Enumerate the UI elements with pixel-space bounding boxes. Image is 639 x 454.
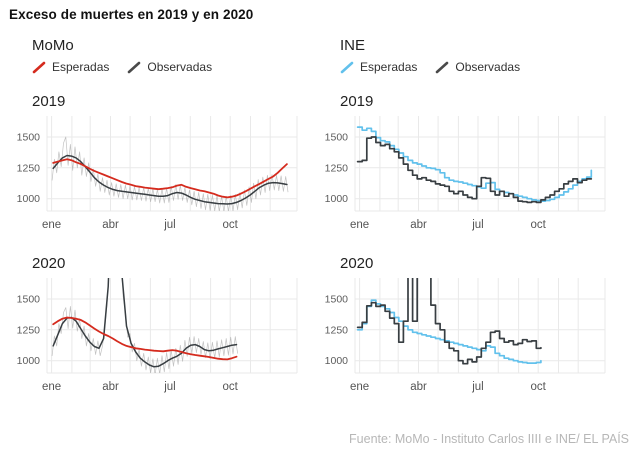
- y-tick-label: 1000: [17, 355, 41, 367]
- x-tick-label: abr: [410, 381, 427, 393]
- gridlines: 1000 1250 1500: [325, 116, 606, 212]
- plot-ine-2020: 1000 1250 1500 ene abr jul oct: [325, 278, 606, 393]
- legend-label-observadas: Observadas: [455, 60, 521, 74]
- column-ine: INE Esperadas Observadas 2019 1000 1250 15…: [308, 36, 616, 404]
- gridlines: 1000 1250 1500: [17, 116, 298, 212]
- legend-item-esperadas: Esperadas: [32, 60, 109, 74]
- chart-year-label: 2020: [340, 255, 374, 272]
- series-observadas: [52, 154, 288, 205]
- y-tick-label: 1250: [17, 324, 41, 336]
- series-observadas: [356, 136, 593, 204]
- x-tick-label: jul: [163, 219, 176, 231]
- series-esperadas: [52, 158, 288, 199]
- page-title: Exceso de muertes en 2019 y en 2020: [9, 7, 254, 22]
- legend-label-esperadas: Esperadas: [52, 60, 110, 74]
- y-tick-label: 1000: [325, 355, 349, 367]
- x-tick-label: jul: [471, 219, 484, 231]
- x-tick-label: ene: [42, 219, 61, 231]
- y-tick-label: 1500: [325, 132, 349, 144]
- y-tick-label: 1250: [325, 162, 349, 174]
- y-tick-label: 1500: [325, 294, 349, 306]
- legend-item-esperadas: Esperadas: [340, 60, 417, 74]
- chart-year-label: 2019: [340, 93, 374, 110]
- source-header-momo: MoMo: [32, 37, 74, 54]
- x-tick-label: abr: [102, 381, 119, 393]
- series-observadas-diarias: [51, 278, 238, 373]
- x-tick-label: abr: [102, 219, 119, 231]
- x-tick-label: oct: [223, 219, 239, 231]
- observadas-line-icon: [436, 61, 449, 73]
- y-tick-label: 1250: [17, 162, 41, 174]
- source-attribution: Fuente: MoMo - Instituto Carlos IIII e I…: [349, 432, 629, 446]
- x-tick-label: oct: [531, 381, 547, 393]
- chart-year-label: 2020: [32, 255, 66, 272]
- y-tick-label: 1500: [17, 132, 41, 144]
- x-tick-label: oct: [223, 381, 239, 393]
- chart-year-label: 2019: [32, 93, 66, 110]
- series-observadas: [356, 278, 542, 365]
- plot-momo-2019: 1000 1250 1500 ene abr jul oct: [17, 116, 298, 231]
- source-header-ine: INE: [340, 37, 366, 54]
- series-observadas: [52, 278, 238, 368]
- legend-item-observadas: Observadas: [435, 60, 520, 74]
- y-tick-label: 1000: [17, 193, 41, 205]
- plot-momo-2020: 1000 1250 1500 ene abr jul oct: [17, 278, 298, 393]
- x-tick-label: ene: [42, 381, 61, 393]
- x-tick-label: abr: [410, 219, 427, 231]
- gridlines: 1000 1250 1500: [17, 278, 298, 374]
- x-tick-label: ene: [350, 219, 369, 231]
- y-tick-label: 1500: [17, 294, 41, 306]
- y-tick-label: 1000: [325, 193, 349, 205]
- legend-ine: Esperadas Observadas: [340, 58, 616, 76]
- y-tick-label: 1250: [325, 324, 349, 336]
- x-tick-label: oct: [531, 219, 547, 231]
- x-tick-label: jul: [163, 381, 176, 393]
- legend-label-esperadas: Esperadas: [360, 60, 418, 74]
- column-momo: MoMo Esperadas Observadas 2019 1000 1250 1…: [0, 36, 308, 404]
- plot-ine-2019: 1000 1250 1500 ene abr jul oct: [325, 116, 606, 231]
- series-esperadas: [356, 126, 593, 202]
- legend-item-observadas: Observadas: [127, 60, 212, 74]
- x-tick-label: ene: [350, 381, 369, 393]
- x-tick-label: jul: [471, 381, 484, 393]
- legend-momo: Esperadas Observadas: [32, 58, 308, 76]
- esperadas-line-icon: [340, 61, 354, 73]
- series-esperadas: [52, 316, 238, 361]
- legend-label-observadas: Observadas: [147, 60, 213, 74]
- esperadas-line-icon: [32, 61, 46, 73]
- observadas-line-icon: [128, 61, 141, 73]
- gridlines: 1000 1250 1500: [325, 278, 606, 374]
- charts-grid: MoMo Esperadas Observadas 2019 1000 1250 1…: [0, 36, 639, 404]
